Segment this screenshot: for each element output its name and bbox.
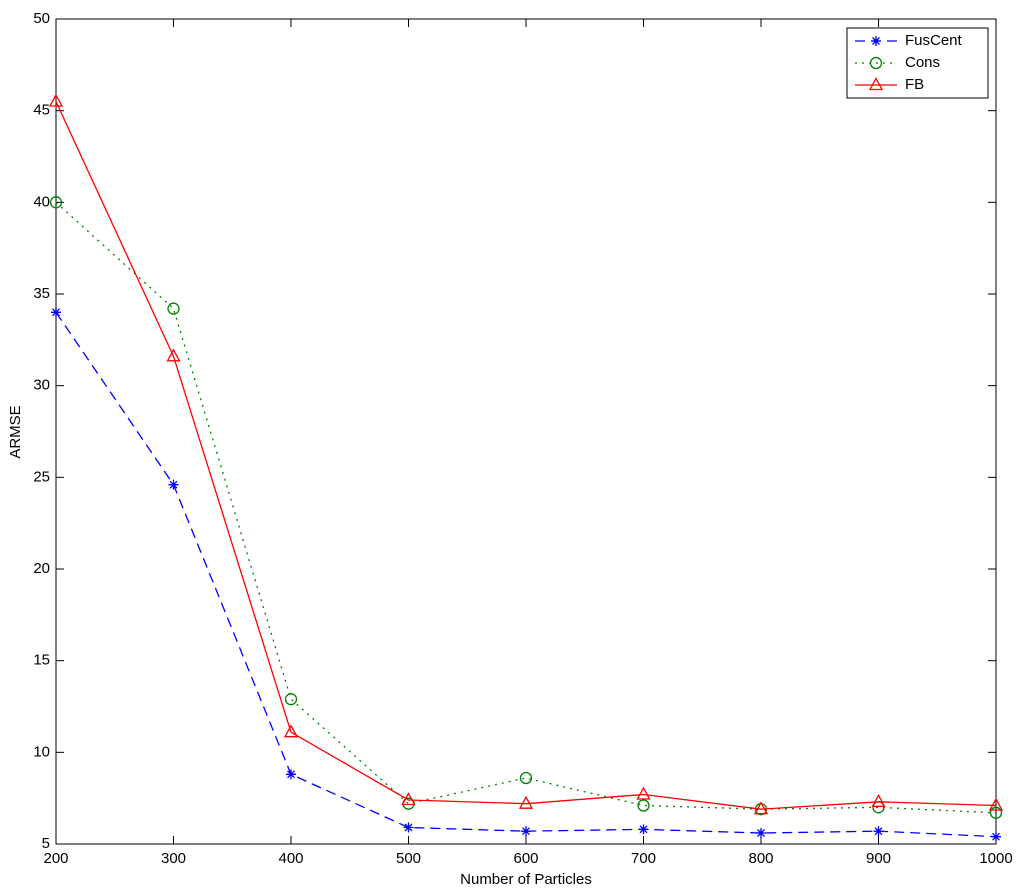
- y-tick-label: 25: [33, 468, 50, 485]
- legend-label: Cons: [905, 54, 940, 71]
- x-axis-label: Number of Particles: [460, 871, 592, 888]
- x-tick-label: 400: [278, 850, 303, 867]
- y-tick-label: 30: [33, 377, 50, 394]
- marker: [988, 797, 1004, 811]
- y-tick-label: 50: [33, 10, 50, 27]
- marker: [166, 348, 181, 362]
- marker: [401, 792, 416, 806]
- marker: [403, 822, 414, 833]
- marker: [51, 307, 61, 318]
- x-tick-label: 200: [43, 850, 68, 867]
- marker: [48, 93, 64, 107]
- x-tick-label: 800: [748, 850, 773, 867]
- marker: [518, 795, 534, 809]
- marker: [871, 793, 886, 807]
- marker: [284, 693, 298, 706]
- marker: [868, 77, 884, 91]
- marker: [637, 799, 650, 812]
- y-axis-label: ARMSE: [7, 405, 24, 458]
- marker: [167, 302, 180, 315]
- y-tick-label: 10: [33, 743, 50, 760]
- x-tick-label: 300: [161, 850, 186, 867]
- marker: [991, 831, 1001, 842]
- y-tick-label: 45: [33, 102, 50, 119]
- x-tick-label: 500: [396, 850, 421, 867]
- x-tick-label: 700: [631, 850, 656, 867]
- marker: [753, 801, 769, 815]
- marker: [989, 806, 1003, 819]
- marker: [636, 786, 651, 800]
- marker: [869, 56, 883, 70]
- marker: [756, 828, 766, 838]
- marker: [638, 824, 649, 835]
- marker: [49, 196, 63, 209]
- legend-label: FusCent: [905, 32, 963, 49]
- series-line: [55, 311, 997, 838]
- series-line: [55, 201, 997, 814]
- marker: [519, 771, 533, 785]
- x-tick-label: 900: [866, 850, 891, 867]
- y-tick-label: 20: [33, 560, 50, 577]
- marker: [871, 36, 881, 46]
- marker: [286, 769, 296, 780]
- y-tick-label: 35: [33, 285, 50, 302]
- x-tick-label: 1000: [979, 850, 1012, 867]
- marker: [521, 826, 531, 837]
- marker: [283, 724, 299, 738]
- marker: [873, 826, 884, 837]
- y-tick-label: 5: [42, 835, 50, 852]
- series-line: [55, 101, 997, 810]
- y-tick-label: 15: [33, 652, 50, 669]
- marker: [168, 479, 179, 490]
- y-tick-label: 40: [33, 193, 50, 210]
- x-tick-label: 600: [513, 850, 538, 867]
- legend-label: FB: [905, 76, 924, 93]
